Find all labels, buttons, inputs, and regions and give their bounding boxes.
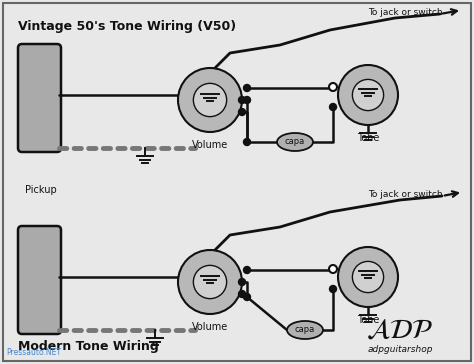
Text: adpguitarshop: adpguitarshop (367, 345, 433, 355)
Circle shape (193, 265, 227, 298)
Text: capa: capa (295, 325, 315, 335)
Circle shape (178, 68, 242, 132)
Circle shape (244, 138, 250, 146)
Text: Tone: Tone (357, 315, 379, 325)
FancyBboxPatch shape (18, 226, 61, 334)
Text: $\mathcal{ADP}$: $\mathcal{ADP}$ (366, 316, 434, 344)
Circle shape (244, 84, 250, 91)
Text: Modern Tone Wiring: Modern Tone Wiring (18, 340, 159, 353)
Circle shape (238, 108, 246, 115)
Circle shape (329, 83, 337, 91)
Text: Tone: Tone (357, 133, 379, 143)
Text: Pressauto.NET: Pressauto.NET (6, 348, 61, 357)
Circle shape (238, 278, 246, 285)
Circle shape (244, 96, 250, 103)
Text: Volume: Volume (192, 322, 228, 332)
Text: To jack or switch: To jack or switch (368, 8, 443, 17)
Circle shape (238, 290, 246, 297)
Circle shape (338, 247, 398, 307)
Text: Volume: Volume (192, 140, 228, 150)
FancyBboxPatch shape (18, 44, 61, 152)
Circle shape (329, 103, 337, 111)
Circle shape (238, 96, 246, 103)
Circle shape (244, 266, 250, 273)
Ellipse shape (287, 321, 323, 339)
Circle shape (352, 261, 383, 293)
Circle shape (329, 265, 337, 273)
Circle shape (338, 65, 398, 125)
Circle shape (244, 293, 250, 301)
Text: To jack or switch: To jack or switch (368, 190, 443, 199)
Text: Pickup: Pickup (25, 185, 57, 195)
Circle shape (193, 83, 227, 116)
Text: capa: capa (285, 138, 305, 146)
Circle shape (178, 250, 242, 314)
Ellipse shape (277, 133, 313, 151)
Text: Vintage 50's Tone Wiring (V50): Vintage 50's Tone Wiring (V50) (18, 20, 236, 33)
Circle shape (352, 79, 383, 111)
Circle shape (329, 285, 337, 293)
